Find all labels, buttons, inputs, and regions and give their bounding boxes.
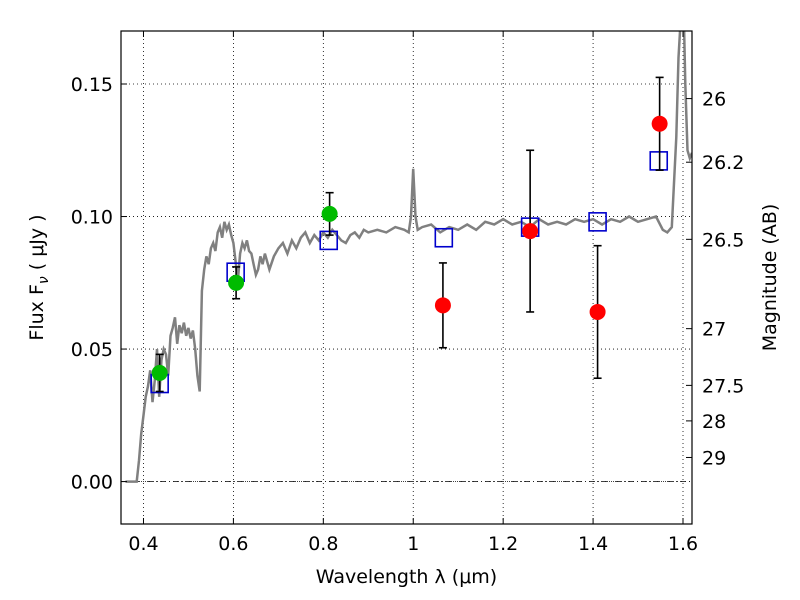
x-tick-label: 1.2 — [488, 533, 518, 555]
magnitude-tick-label: 26.2 — [702, 152, 744, 174]
y-axis-label: Flux Fν ( μJy ) — [26, 214, 52, 340]
y-tick-label: 0.15 — [71, 74, 113, 96]
red-data-point — [522, 223, 539, 240]
y-tick-label: 0.00 — [71, 472, 113, 494]
x-tick-label: 1.6 — [668, 533, 698, 555]
magnitude-tick-label: 29 — [702, 447, 726, 469]
plot-layer — [125, 31, 692, 483]
y-axis-label-unit: ( μJy ) — [26, 214, 48, 276]
x-tick-label: 0.6 — [218, 533, 248, 555]
magnitude-tick-label: 26.5 — [702, 229, 744, 251]
plot-frame — [120, 30, 693, 525]
red-data-point — [651, 115, 668, 132]
y-axis-label-sub: ν — [36, 276, 52, 284]
x-axis-label: Wavelength λ (μm) — [316, 566, 497, 588]
y-axis-label-right: Magnitude (AB) — [759, 204, 781, 352]
model-photometry-box — [434, 227, 454, 248]
green-data-point — [321, 205, 338, 222]
x-tick-label: 1 — [407, 533, 419, 555]
x-tick-label: 0.4 — [128, 533, 158, 555]
tick-layer: 0.4 0.6 0.8 1 1.2 1.4 1.6 0.00 0.05 0.10 0.15 26 26.… — [71, 31, 744, 555]
red-data-point — [434, 297, 451, 314]
x-tick-label: 1.4 — [578, 533, 608, 555]
red-data-point — [589, 303, 606, 320]
y-axis-label-main: Flux F — [26, 284, 48, 340]
magnitude-tick-label: 26 — [702, 89, 726, 111]
model-photometry-box — [319, 230, 339, 251]
model-photometry-box — [649, 151, 669, 171]
magnitude-tick-label: 28 — [702, 411, 726, 433]
magnitude-tick-label: 27 — [702, 319, 726, 341]
model-spectrum-line — [125, 31, 692, 483]
grid-layer — [121, 31, 692, 524]
green-data-point — [151, 364, 168, 381]
model-photometry-box — [588, 212, 607, 232]
magnitude-tick-label: 27.5 — [702, 375, 744, 397]
x-tick-label: 0.8 — [308, 533, 338, 555]
y-tick-label: 0.10 — [71, 207, 113, 229]
y-tick-label: 0.05 — [71, 339, 113, 361]
green-data-point — [228, 274, 245, 291]
